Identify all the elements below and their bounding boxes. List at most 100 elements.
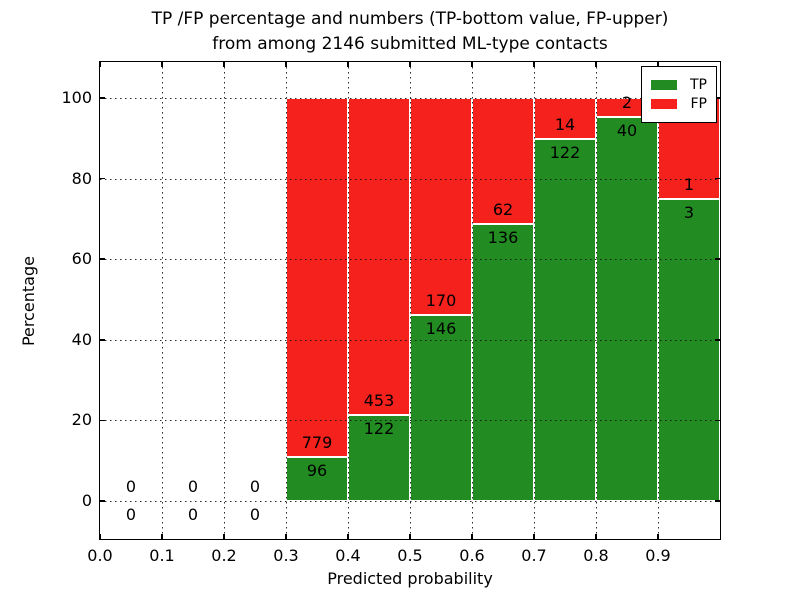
x-tick-label: 0.4 — [335, 546, 361, 565]
plot-area: TP FP 0 0 0 0 0 0 779 96 453 122 170 146 62 136 14 122 2… — [99, 61, 721, 540]
bar-segment-fp — [410, 98, 472, 315]
tick-mark — [99, 534, 101, 539]
x-axis-label: Predicted probability — [327, 569, 493, 588]
tick-mark — [100, 339, 105, 341]
bar-label-fp: 14 — [554, 115, 576, 135]
bar-label-tp: 3 — [683, 202, 695, 222]
bar-segment-fp — [472, 98, 534, 225]
bar-segment-tp — [472, 224, 534, 501]
y-tick-label: 0 — [81, 491, 92, 510]
bar-segment-tp — [658, 198, 720, 501]
bar-label-tp: 0 — [187, 505, 199, 524]
bar-segment-fp — [348, 98, 410, 416]
bar-label-fp: 0 — [249, 477, 261, 496]
chart-title: TP /FP percentage and numbers (TP-bottom… — [100, 7, 720, 57]
tick-mark — [595, 62, 597, 67]
tick-mark — [715, 97, 720, 99]
tick-mark — [471, 534, 473, 539]
tick-mark — [533, 62, 535, 67]
y-tick-label: 80 — [71, 168, 92, 188]
bar-label-tp: 96 — [306, 460, 328, 480]
tick-mark — [285, 62, 287, 67]
tick-mark — [223, 534, 225, 539]
bar-label-tp: 40 — [616, 121, 638, 141]
bar-label-tp: 0 — [249, 505, 261, 524]
bar-label-fp: 62 — [492, 200, 514, 220]
y-tick-label: 20 — [71, 410, 92, 430]
gridline-x — [657, 62, 659, 539]
tick-mark — [657, 62, 659, 67]
chart-title-line2: from among 2146 submitted ML-type contac… — [212, 34, 608, 54]
chart-title-line1: TP /FP percentage and numbers (TP-bottom… — [151, 9, 669, 29]
bar-label-fp: 1 — [683, 174, 695, 194]
x-tick-label: 0.3 — [273, 546, 299, 565]
gridline-x — [347, 62, 349, 539]
tick-mark — [100, 177, 105, 180]
tick-mark — [715, 258, 720, 260]
gridline-x — [533, 62, 535, 539]
bar-segment-tp — [410, 314, 472, 501]
x-tick-label: 0.7 — [521, 546, 547, 565]
bar-segment-tp — [286, 456, 348, 501]
bar-label-tp: 136 — [487, 228, 519, 248]
bar-segment-tp — [534, 139, 596, 501]
bar-segment-tp — [596, 117, 658, 501]
tick-mark — [161, 62, 163, 67]
bar-label-tp: 0 — [125, 505, 137, 524]
legend-label-tp: TP — [690, 77, 707, 93]
bar-segment-tp — [348, 415, 410, 501]
tick-mark — [100, 258, 105, 260]
bar-label-fp: 0 — [125, 477, 137, 496]
tick-mark — [715, 419, 720, 422]
x-tick-label: 0.2 — [211, 546, 237, 565]
bar-label-fp: 453 — [363, 391, 395, 411]
x-tick-label: 0.8 — [583, 546, 609, 565]
y-tick-label: 60 — [71, 249, 92, 269]
gridline-x — [285, 62, 287, 539]
bar-label-tp: 122 — [363, 419, 395, 439]
x-tick-label: 0.0 — [87, 546, 113, 565]
bar-label-fp: 2 — [621, 93, 633, 113]
gridline-x — [471, 62, 473, 539]
gridline-x — [409, 62, 411, 539]
tick-mark — [409, 534, 411, 539]
legend-label-fp: FP — [690, 96, 708, 112]
gridline-x — [161, 62, 163, 539]
tick-mark — [595, 534, 597, 539]
bar-label-fp: 779 — [301, 432, 333, 452]
bar-label-fp: 170 — [425, 290, 457, 310]
gridline-x — [595, 62, 597, 539]
x-tick-label: 0.5 — [397, 546, 423, 565]
x-tick-label: 0.9 — [645, 546, 671, 565]
legend-entry-fp: FP — [651, 96, 707, 112]
x-tick-label: 0.6 — [459, 546, 485, 565]
tick-mark — [285, 534, 287, 539]
tick-mark — [347, 534, 349, 539]
legend-box: TP FP — [641, 66, 717, 123]
tick-mark — [99, 62, 101, 67]
gridline-x — [223, 62, 225, 539]
bar-label-tp: 146 — [425, 318, 457, 338]
tick-mark — [100, 419, 105, 422]
y-axis-label: Percentage — [19, 256, 38, 347]
bar-segment-fp — [286, 98, 348, 457]
tick-mark — [657, 534, 659, 539]
tick-mark — [533, 534, 535, 539]
legend-swatch-fp — [651, 99, 677, 109]
tick-mark — [347, 62, 349, 67]
tick-mark — [715, 177, 720, 180]
bar-label-fp: 0 — [187, 477, 199, 496]
tick-mark — [161, 534, 163, 539]
legend-swatch-tp — [651, 80, 677, 90]
tick-mark — [100, 500, 105, 502]
tick-mark — [223, 62, 225, 67]
tick-mark — [715, 339, 720, 341]
tick-mark — [715, 500, 720, 502]
tick-mark — [100, 97, 105, 99]
tick-mark — [471, 62, 473, 67]
y-tick-label: 40 — [71, 329, 92, 349]
legend-entry-tp: TP — [651, 77, 707, 93]
x-tick-label: 0.1 — [149, 546, 175, 565]
tick-mark — [409, 62, 411, 67]
